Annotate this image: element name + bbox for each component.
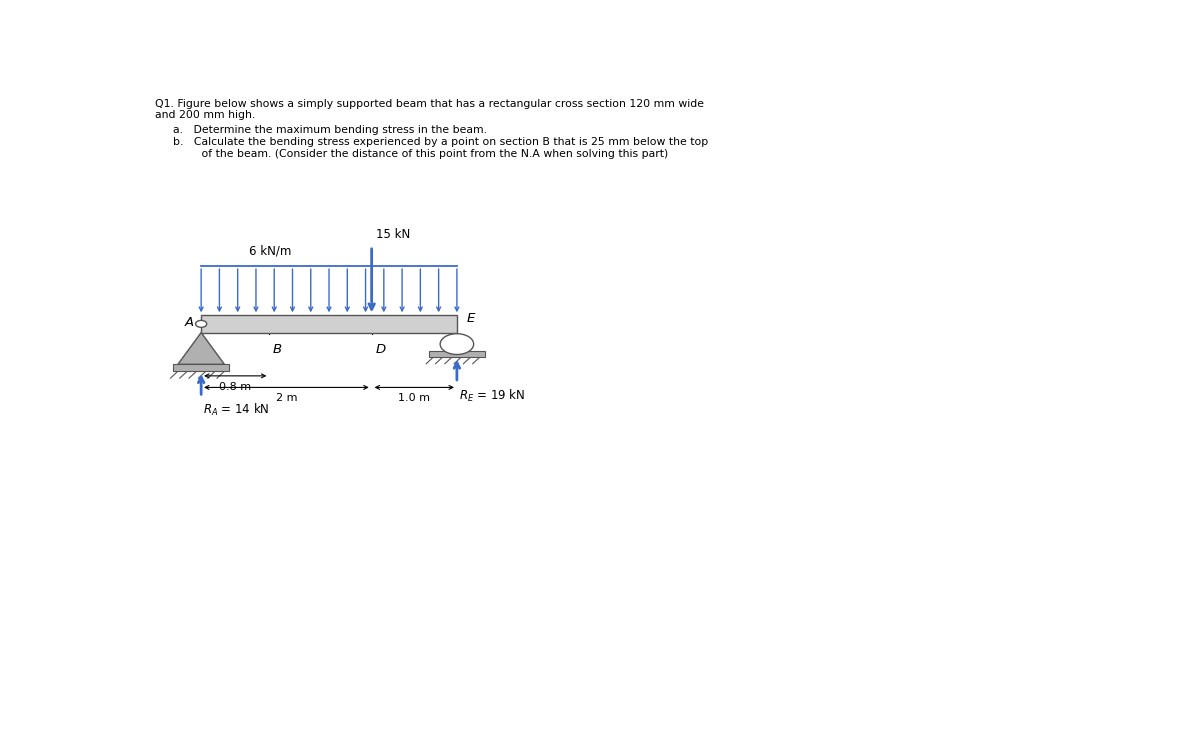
Text: A: A <box>185 316 193 328</box>
Text: b.   Calculate the bending stress experienced by a point on section B that is 25: b. Calculate the bending stress experien… <box>173 137 708 147</box>
Text: 2 m: 2 m <box>276 393 298 404</box>
Text: $R_E$ = 19 kN: $R_E$ = 19 kN <box>458 388 524 404</box>
Text: E: E <box>467 311 474 325</box>
Circle shape <box>196 320 206 327</box>
Bar <box>202 315 457 332</box>
Text: of the beam. (Consider the distance of this point from the N.A when solving this: of the beam. (Consider the distance of t… <box>185 149 668 159</box>
Text: 0.8 m: 0.8 m <box>220 382 251 392</box>
Text: and 200 mm high.: and 200 mm high. <box>155 110 254 120</box>
Text: B: B <box>274 343 282 356</box>
Text: 15 kN: 15 kN <box>377 228 410 242</box>
Bar <box>430 351 485 357</box>
Text: $R_A$ = 14 kN: $R_A$ = 14 kN <box>203 402 270 418</box>
Text: Q1. Figure below shows a simply supported beam that has a rectangular cross sect: Q1. Figure below shows a simply supporte… <box>155 99 703 109</box>
Text: a.   Determine the maximum bending stress in the beam.: a. Determine the maximum bending stress … <box>173 124 487 135</box>
Circle shape <box>440 334 474 355</box>
Text: 1.0 m: 1.0 m <box>398 393 431 404</box>
Bar <box>173 364 229 371</box>
Text: D: D <box>376 343 385 356</box>
Text: 6 kN/m: 6 kN/m <box>250 244 292 257</box>
Polygon shape <box>178 332 224 364</box>
